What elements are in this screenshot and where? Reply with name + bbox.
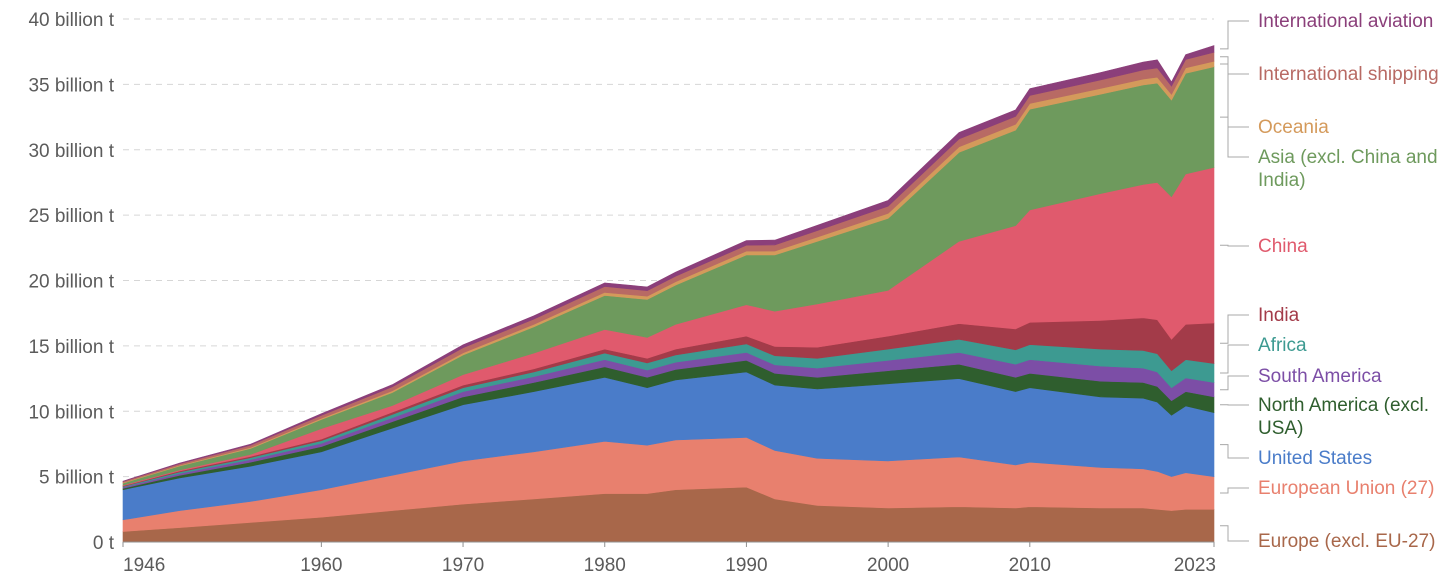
y-tick-label: 20 billion t xyxy=(28,272,114,293)
area-series xyxy=(122,45,1215,543)
series-label-india: India xyxy=(1258,305,1300,326)
series-label-international-aviation: International aviation xyxy=(1258,11,1433,32)
y-tick-label: 10 billion t xyxy=(28,402,114,423)
y-tick-label: 35 billion t xyxy=(28,75,114,96)
y-tick-label: 25 billion t xyxy=(28,206,114,227)
series-labels: Europe (excl. EU-27) European Union (27) U… xyxy=(1220,11,1439,552)
label-leader-line xyxy=(1220,244,1249,247)
label-leader-line xyxy=(1220,375,1249,391)
y-tick-label: 30 billion t xyxy=(28,141,114,162)
label-leader-line xyxy=(1220,56,1249,75)
series-label-north-america-excl-usa: North America (excl. USA) xyxy=(1258,395,1429,439)
series-label-united-states: United States xyxy=(1258,448,1372,469)
x-tick-label: 2000 xyxy=(867,555,909,576)
label-leader-line xyxy=(1220,444,1249,459)
label-leader-line xyxy=(1220,63,1249,128)
series-label-asia-excl-china-and-india: Asia (excl. China and India) xyxy=(1258,147,1438,191)
label-leader-line xyxy=(1220,314,1249,344)
series-label-oceania: Oceania xyxy=(1258,117,1329,138)
y-tick-label: 5 billion t xyxy=(39,468,115,489)
series-label-international-shipping: International shipping xyxy=(1258,64,1439,85)
label-leader-line xyxy=(1220,525,1249,542)
y-tick-label: 40 billion t xyxy=(28,10,114,31)
x-tick-label: 1946 xyxy=(123,555,165,576)
y-tick-label: 0 t xyxy=(93,533,115,554)
label-leader-line xyxy=(1220,20,1249,50)
x-axis: 1946 1960 1970 1980 1990 2000 2010 2023 xyxy=(122,541,1216,576)
series-label-european-union-27: European Union (27) xyxy=(1258,478,1434,499)
label-leader-line xyxy=(1220,487,1249,494)
x-tick-label: 1960 xyxy=(300,555,342,576)
label-leader-line xyxy=(1220,116,1249,158)
y-axis: 0 t 5 billion t 10 billion t 15 billion t 20… xyxy=(28,10,114,554)
series-label-africa: Africa xyxy=(1258,335,1307,356)
x-tick-label: 2023 xyxy=(1174,555,1216,576)
series-label-china: China xyxy=(1258,236,1308,257)
series-label-south-america: South America xyxy=(1258,366,1382,387)
y-tick-label: 15 billion t xyxy=(28,337,114,358)
x-tick-label: 1990 xyxy=(725,555,767,576)
label-leader-line xyxy=(1220,344,1249,374)
x-tick-label: 1980 xyxy=(584,555,626,576)
x-tick-label: 1970 xyxy=(442,555,484,576)
x-tick-label: 2010 xyxy=(1009,555,1051,576)
area-international-aviation xyxy=(122,45,1215,482)
series-label-europe-excl-eu-27: Europe (excl. EU-27) xyxy=(1258,531,1435,552)
